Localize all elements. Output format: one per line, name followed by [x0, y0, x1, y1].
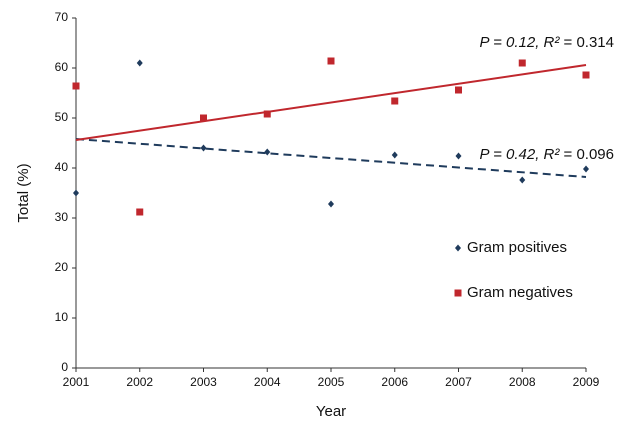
point — [200, 114, 207, 122]
y-tick-label: 0 — [61, 360, 68, 374]
legend-marker — [455, 244, 461, 252]
legend-label: Gram positives — [467, 239, 567, 256]
y-axis-label: Total (%) — [15, 163, 32, 222]
trend-line — [75, 64, 587, 141]
x-tick-label: 2002 — [126, 375, 153, 389]
x-tick-label: 2001 — [63, 375, 90, 389]
x-tick-label: 2008 — [509, 375, 536, 389]
point — [264, 148, 271, 156]
point — [72, 82, 80, 90]
point — [455, 152, 462, 160]
trend-line — [75, 138, 587, 178]
point — [73, 189, 79, 197]
point — [200, 144, 207, 152]
point — [327, 57, 335, 65]
x-tick-label: 2003 — [190, 375, 217, 389]
point — [582, 71, 590, 79]
y-tick-label: 60 — [55, 60, 69, 74]
point — [518, 59, 526, 67]
annotation-stat: P = 0.42, R² — [479, 146, 560, 163]
x-tick-label: 2005 — [318, 375, 345, 389]
legend-label: Gram negatives — [467, 284, 573, 301]
x-tick-label: 2006 — [381, 375, 408, 389]
annotation-stat: P = 0.12, R² — [479, 34, 560, 51]
point — [519, 176, 526, 184]
y-tick-label: 40 — [55, 160, 69, 174]
point — [328, 200, 334, 208]
y-tick-label: 70 — [55, 10, 69, 24]
annotation-value: = 0.314 — [559, 34, 614, 51]
point — [455, 86, 462, 94]
trend-annotation: P = 0.12, R² = 0.314 — [479, 34, 614, 51]
x-axis-label: Year — [316, 403, 346, 420]
y-tick-label: 10 — [55, 310, 69, 324]
point — [136, 208, 144, 216]
x-tick-label: 2007 — [445, 375, 472, 389]
point — [583, 165, 589, 173]
point — [136, 59, 143, 67]
x-tick-label: 2009 — [573, 375, 600, 389]
point — [263, 110, 271, 118]
annotation-value: = 0.096 — [559, 146, 614, 163]
trend-annotation: P = 0.42, R² = 0.096 — [479, 146, 614, 163]
point — [391, 151, 398, 159]
x-tick-label: 2004 — [254, 375, 281, 389]
y-tick-label: 50 — [55, 110, 69, 124]
legend-marker — [454, 289, 462, 297]
y-tick-label: 30 — [55, 210, 69, 224]
point — [391, 97, 399, 105]
y-tick-label: 20 — [55, 260, 69, 274]
